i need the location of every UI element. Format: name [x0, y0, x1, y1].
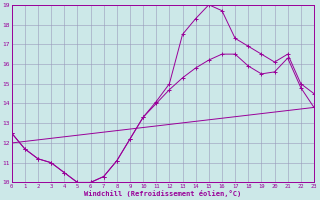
X-axis label: Windchill (Refroidissement éolien,°C): Windchill (Refroidissement éolien,°C)	[84, 190, 242, 197]
